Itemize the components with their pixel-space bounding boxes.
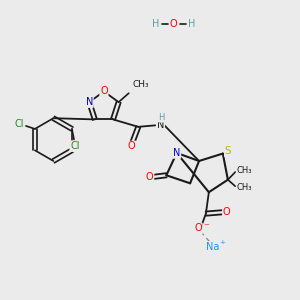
Text: H: H — [158, 113, 164, 122]
Text: O: O — [194, 224, 202, 233]
Text: Cl: Cl — [15, 118, 24, 128]
Text: O: O — [170, 19, 178, 29]
Text: S: S — [225, 146, 232, 156]
Text: Cl: Cl — [70, 141, 80, 151]
Text: N: N — [157, 120, 164, 130]
Text: CH₃: CH₃ — [133, 80, 149, 89]
Text: Na: Na — [206, 242, 219, 252]
Text: N: N — [173, 148, 180, 158]
Text: O: O — [223, 207, 230, 217]
Text: CH₃: CH₃ — [236, 166, 252, 175]
Text: CH₃: CH₃ — [236, 183, 252, 192]
Text: ⁻: ⁻ — [203, 222, 209, 232]
Text: H: H — [152, 19, 160, 29]
Text: N: N — [157, 120, 164, 130]
Text: H: H — [158, 113, 164, 122]
Text: O: O — [128, 142, 136, 152]
Text: ⁺: ⁺ — [220, 239, 225, 250]
Text: O: O — [100, 86, 108, 96]
Text: N: N — [85, 97, 93, 107]
Text: O: O — [146, 172, 154, 182]
Text: H: H — [188, 19, 195, 29]
